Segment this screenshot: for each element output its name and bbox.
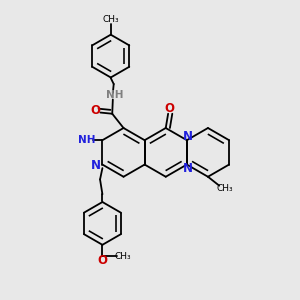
Text: CH₃: CH₃ (102, 15, 119, 24)
Text: NH: NH (106, 90, 123, 100)
Text: O: O (165, 102, 175, 115)
Text: N: N (91, 159, 101, 172)
Text: N: N (183, 162, 193, 175)
Text: O: O (98, 254, 107, 267)
Text: N: N (183, 130, 193, 142)
Text: NH: NH (78, 135, 96, 145)
Text: CH₃: CH₃ (217, 184, 233, 193)
Text: CH₃: CH₃ (115, 252, 131, 261)
Text: O: O (90, 104, 100, 117)
